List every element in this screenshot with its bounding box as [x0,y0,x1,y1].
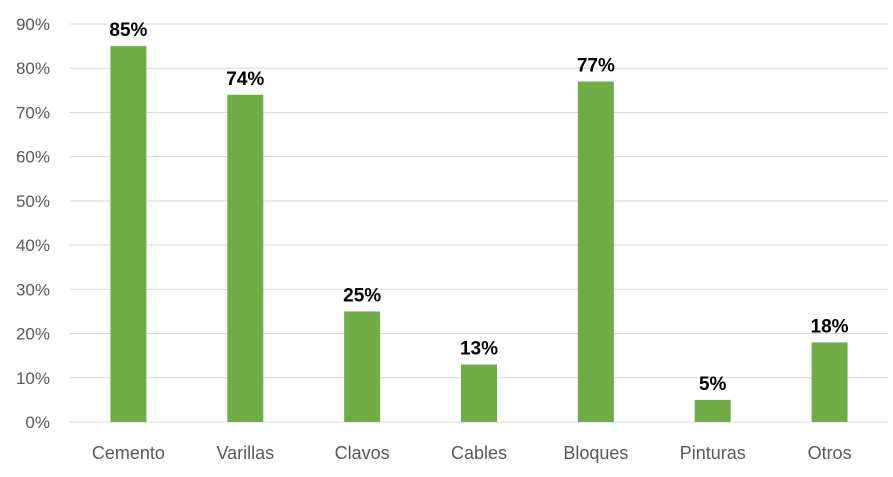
data-label: 5% [699,374,727,395]
x-category-label: Varillas [216,443,274,463]
y-tick-label: 70% [16,103,50,122]
x-category-label: Cables [451,443,507,463]
bar-cemento [110,46,147,422]
y-tick-label: 0% [25,413,50,432]
y-tick-label: 60% [16,148,50,167]
data-label: 25% [343,285,381,306]
y-tick-label: 40% [16,236,50,255]
bar-bloques [577,81,614,422]
y-tick-label: 10% [16,369,50,388]
x-category-label: Pinturas [680,443,746,463]
x-category-label: Bloques [563,443,628,463]
bar-clavos [344,311,381,422]
y-tick-label: 90% [16,15,50,34]
bars [110,46,848,422]
y-tick-label: 50% [16,192,50,211]
bar-otros [811,342,848,422]
bar-cables [461,364,497,422]
y-tick-label: 30% [16,280,50,299]
data-label: 77% [577,55,615,76]
x-category-label: Cemento [92,443,165,463]
bar-pinturas [694,399,731,422]
data-label: 74% [226,69,264,90]
y-axis-tick-labels: 0% 10% 20% 30% 40% 50% 60% 70% 80% 90% [16,15,50,432]
gridlines [70,23,888,423]
x-category-label: Otros [808,443,852,463]
bar-varillas [227,94,264,422]
y-tick-label: 20% [16,325,50,344]
data-labels: 85% 74% 25% 13% 77% 5% 18% [109,20,848,395]
y-tick-label: 80% [16,59,50,78]
x-category-label: Clavos [335,443,390,463]
data-label: 18% [811,316,849,337]
x-axis-category-labels: Cemento Varillas Clavos Cables Bloques Pintur… [92,443,852,463]
data-label: 85% [109,20,147,41]
data-label: 13% [460,339,498,360]
